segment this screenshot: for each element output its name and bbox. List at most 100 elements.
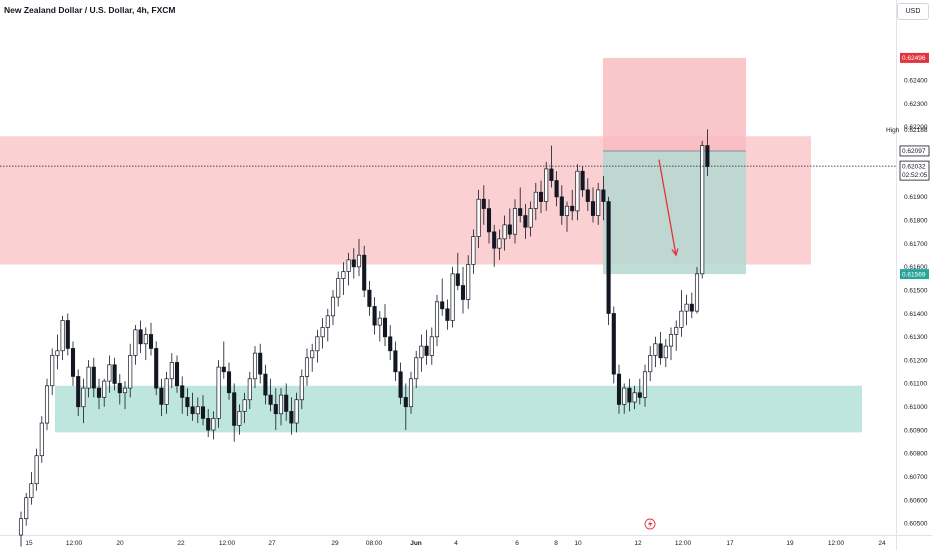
- x-tick-label: 19: [786, 540, 794, 547]
- candle-down: [549, 168, 554, 181]
- candle-up: [476, 198, 481, 237]
- candle-down: [206, 418, 211, 431]
- candle-down: [185, 397, 190, 408]
- candle-down: [601, 189, 606, 202]
- take-profit-box: [603, 150, 746, 275]
- candle-down: [117, 383, 122, 394]
- candle-up: [102, 380, 107, 398]
- candle-down: [362, 254, 367, 291]
- candle-up: [304, 357, 310, 377]
- x-tick-label: 22: [177, 540, 185, 547]
- x-tick-label: 17: [726, 540, 734, 547]
- x-tick-label: 6: [515, 540, 519, 547]
- candle-up: [632, 392, 637, 403]
- candle-up: [310, 350, 315, 359]
- candle-up: [450, 273, 455, 321]
- candle-down: [200, 406, 206, 419]
- stop-loss-price-badge: 0.62496: [902, 55, 926, 62]
- candle-down: [372, 306, 377, 326]
- candle-up: [544, 168, 549, 202]
- candle-down: [424, 345, 429, 356]
- stop-loss-price-badge-bg: [900, 52, 929, 63]
- candle-up: [50, 355, 55, 387]
- candle-up: [128, 355, 133, 389]
- support-zone: [55, 385, 862, 433]
- candle-down: [637, 392, 642, 398]
- candle-up: [24, 497, 29, 520]
- y-tick-label: 0.61500: [904, 287, 928, 294]
- take-profit-price-badge: 0.61569: [902, 271, 926, 278]
- entry-price-badge: 0.62097: [902, 148, 926, 155]
- candle-up: [164, 378, 169, 405]
- x-tick-label: 20: [116, 540, 124, 547]
- candle-up: [169, 362, 174, 380]
- candle-up: [278, 394, 284, 415]
- y-tick-label: 0.61600: [904, 264, 928, 271]
- candle-up: [466, 264, 471, 300]
- x-tick-label: 24: [878, 540, 886, 547]
- candle-down: [403, 397, 408, 408]
- candle-down: [148, 334, 154, 349]
- candle-down: [507, 224, 512, 235]
- projection-arrow-line: [658, 159, 677, 256]
- y-tick-label: 0.60700: [904, 474, 928, 481]
- candle-down: [616, 373, 622, 405]
- candle-up: [325, 315, 330, 328]
- x-tick-label: 27: [268, 540, 276, 547]
- candle-up: [674, 327, 679, 335]
- candle-down: [398, 371, 403, 398]
- candle-up: [414, 357, 419, 380]
- candle-down: [273, 404, 278, 415]
- candle-down: [627, 387, 632, 403]
- candle-down: [393, 350, 398, 373]
- candle-down: [585, 189, 590, 202]
- candle-up: [237, 411, 242, 426]
- candle-up: [408, 378, 414, 408]
- candle-down: [460, 285, 466, 300]
- candle-up: [252, 352, 258, 380]
- candle-up: [294, 399, 299, 424]
- countdown-timer: 02:52:05: [902, 172, 928, 179]
- candle-up: [434, 301, 440, 338]
- candle-down: [96, 387, 102, 398]
- candle-down: [486, 208, 492, 233]
- x-tick-label: 12:00: [219, 540, 236, 547]
- x-tick-label: 12:00: [828, 540, 845, 547]
- candle-up: [596, 189, 601, 216]
- candle-down: [190, 406, 195, 415]
- stop-loss-box: [603, 57, 746, 151]
- candle-down: [554, 180, 559, 198]
- candle-down: [351, 259, 356, 268]
- candle-down: [91, 366, 96, 389]
- current-price-badge-bg: [899, 160, 930, 181]
- candle-down: [705, 145, 710, 167]
- candle-up: [528, 208, 533, 228]
- candle-up: [330, 296, 336, 317]
- candle-up: [377, 317, 382, 326]
- entry-price-badge-bg: [899, 145, 930, 157]
- candle-down: [445, 308, 450, 321]
- candle-down: [606, 201, 611, 314]
- candle-up: [299, 376, 304, 401]
- x-tick-label: 12:00: [66, 540, 83, 547]
- take-profit-price-badge-bg: [900, 269, 929, 280]
- y-tick-label: 0.60900: [904, 427, 928, 434]
- candle-up: [564, 205, 570, 216]
- candle-up: [195, 406, 200, 415]
- y-tick-label: 0.61300: [904, 334, 928, 341]
- candle-down: [263, 373, 268, 396]
- candle-down: [221, 366, 226, 373]
- candle-up: [341, 271, 346, 279]
- lightning-icon: [644, 518, 656, 530]
- y-tick-label: 0.62200: [904, 124, 928, 131]
- candle-up: [247, 378, 252, 401]
- candle-up: [81, 387, 86, 408]
- currency-selector[interactable]: USD: [897, 3, 929, 20]
- candle-down: [455, 273, 460, 286]
- y-tick-label: 0.61000: [904, 404, 928, 411]
- lightning-icon-bolt: [648, 520, 653, 528]
- y-tick-label: 0.61900: [904, 194, 928, 201]
- x-tick-label: Jun: [410, 540, 422, 547]
